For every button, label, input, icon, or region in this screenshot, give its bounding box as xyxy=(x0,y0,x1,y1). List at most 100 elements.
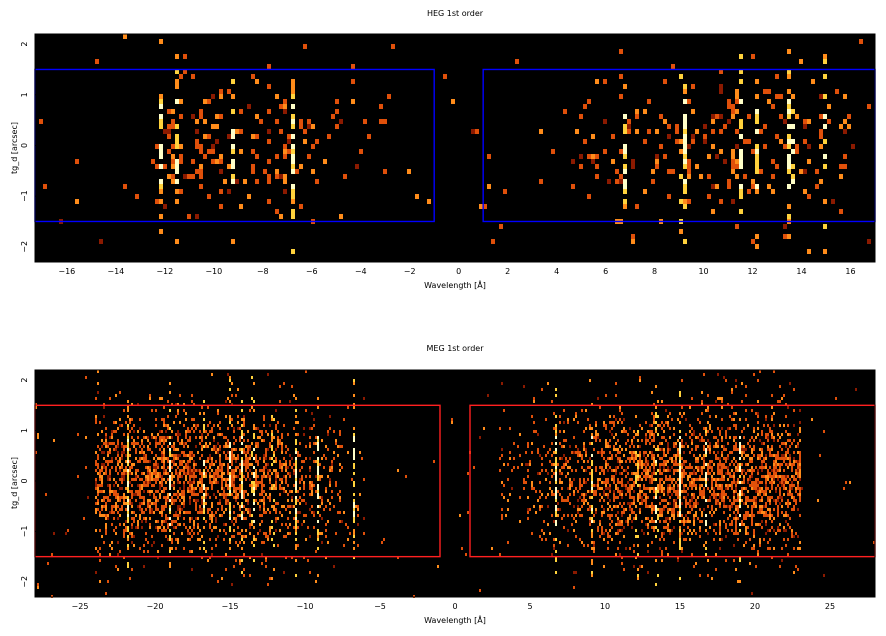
count-pixel xyxy=(183,460,185,463)
count-pixel xyxy=(181,496,183,499)
count-pixel xyxy=(327,499,329,502)
count-pixel xyxy=(721,490,723,493)
count-pixel xyxy=(661,499,663,502)
count-pixel xyxy=(95,451,97,454)
count-pixel xyxy=(165,505,167,508)
count-pixel xyxy=(731,388,733,391)
count-pixel xyxy=(129,481,131,484)
count-pixel xyxy=(765,502,767,505)
count-pixel xyxy=(727,457,729,460)
count-pixel xyxy=(159,457,161,460)
count-pixel xyxy=(129,466,131,469)
count-pixel xyxy=(679,535,681,538)
count-pixel xyxy=(295,457,297,460)
count-pixel xyxy=(731,164,735,169)
count-pixel xyxy=(793,547,795,550)
count-pixel xyxy=(209,481,211,484)
count-pixel xyxy=(237,544,239,547)
count-pixel xyxy=(295,397,297,400)
count-pixel xyxy=(283,382,285,385)
count-pixel xyxy=(199,169,203,174)
count-pixel xyxy=(713,451,715,454)
count-pixel xyxy=(159,448,161,451)
count-pixel xyxy=(153,541,155,544)
count-pixel xyxy=(255,442,257,445)
count-pixel xyxy=(591,487,593,490)
count-pixel xyxy=(191,427,193,430)
count-pixel xyxy=(201,433,203,436)
count-pixel xyxy=(139,427,141,430)
count-pixel xyxy=(615,484,617,487)
count-pixel xyxy=(567,421,569,424)
count-pixel xyxy=(595,511,597,514)
count-pixel xyxy=(275,460,277,463)
count-pixel xyxy=(175,454,177,457)
count-pixel xyxy=(127,442,129,445)
count-pixel xyxy=(759,541,761,544)
count-pixel xyxy=(163,442,165,445)
count-pixel xyxy=(741,448,743,451)
count-pixel xyxy=(515,59,519,64)
count-pixel xyxy=(347,526,349,529)
count-pixel xyxy=(605,424,607,427)
count-pixel xyxy=(259,508,261,511)
count-pixel xyxy=(143,484,145,487)
count-pixel xyxy=(321,541,323,544)
count-pixel xyxy=(269,481,271,484)
count-pixel xyxy=(291,490,293,493)
count-pixel xyxy=(245,478,247,481)
count-pixel xyxy=(703,373,705,376)
count-pixel xyxy=(757,484,759,487)
count-pixel xyxy=(687,144,691,149)
count-pixel xyxy=(249,484,251,487)
count-pixel xyxy=(633,517,635,520)
count-pixel xyxy=(583,493,585,496)
count-pixel xyxy=(317,511,319,514)
count-pixel xyxy=(721,445,723,448)
count-pixel xyxy=(161,466,163,469)
count-pixel xyxy=(735,514,737,517)
count-pixel xyxy=(647,496,649,499)
count-pixel xyxy=(509,451,511,454)
count-pixel xyxy=(303,487,305,490)
count-pixel xyxy=(203,119,207,124)
count-pixel xyxy=(623,502,625,505)
count-pixel xyxy=(609,484,611,487)
count-pixel xyxy=(159,436,161,439)
count-pixel xyxy=(321,439,323,442)
count-pixel xyxy=(235,129,239,134)
count-pixel xyxy=(601,448,603,451)
count-pixel xyxy=(249,526,251,529)
count-pixel xyxy=(251,376,253,379)
count-pixel xyxy=(191,550,193,553)
count-pixel xyxy=(173,481,175,484)
count-pixel xyxy=(607,502,609,505)
count-pixel xyxy=(679,391,681,394)
count-pixel xyxy=(799,427,801,430)
count-pixel xyxy=(335,99,339,104)
count-pixel xyxy=(603,79,607,84)
count-pixel xyxy=(275,457,277,460)
count-pixel xyxy=(793,451,795,454)
count-pixel xyxy=(793,457,795,460)
count-pixel xyxy=(465,553,467,556)
count-pixel xyxy=(729,475,731,478)
count-pixel xyxy=(231,583,233,586)
count-pixel xyxy=(309,481,311,484)
count-pixel xyxy=(263,508,265,511)
count-pixel xyxy=(609,487,611,490)
count-pixel xyxy=(193,466,195,469)
count-pixel xyxy=(659,448,661,451)
count-pixel xyxy=(739,475,741,478)
count-pixel xyxy=(607,469,609,472)
count-pixel xyxy=(183,523,185,526)
count-pixel xyxy=(727,469,729,472)
count-pixel xyxy=(775,463,777,466)
count-pixel xyxy=(151,409,153,412)
count-pixel xyxy=(175,139,179,144)
count-pixel xyxy=(239,487,241,490)
count-pixel xyxy=(193,481,195,484)
count-pixel xyxy=(649,424,651,427)
count-pixel xyxy=(705,472,707,475)
count-pixel xyxy=(137,475,139,478)
